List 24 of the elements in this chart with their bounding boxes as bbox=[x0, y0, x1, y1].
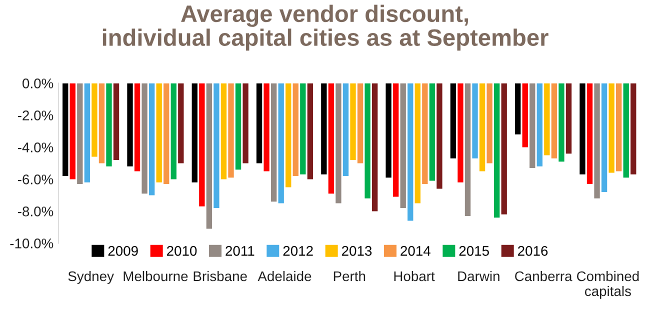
y-tick-label: 0.0% bbox=[22, 78, 54, 88]
x-tick-label: Darwin bbox=[458, 270, 500, 282]
y-tick-label: -10.0% bbox=[10, 238, 54, 248]
y-tick-label: -6.0% bbox=[18, 174, 54, 184]
y-tick-label: -4.0% bbox=[18, 142, 54, 152]
legend-label: 2009 bbox=[108, 246, 138, 256]
x-tick-label: Perth bbox=[334, 270, 366, 282]
legend-label: 2016 bbox=[518, 246, 548, 256]
x-tick-label: Combined capitals bbox=[576, 270, 639, 299]
x-tick-label: Melbourne bbox=[124, 270, 188, 282]
legend-label: 2013 bbox=[342, 246, 372, 256]
y-tick-label: -8.0% bbox=[18, 206, 54, 216]
x-tick-label: Adelaide bbox=[258, 270, 312, 282]
y-tick-label: -2.0% bbox=[18, 110, 54, 120]
legend-label: 2014 bbox=[400, 246, 430, 256]
x-tick-label: Sydney bbox=[68, 270, 114, 284]
chart-title: Average vendor discount, individual capital cities as at September bbox=[102, 4, 548, 51]
x-tick-label: Hobart bbox=[394, 270, 435, 282]
legend-label: 2012 bbox=[283, 246, 313, 256]
legend-label: 2011 bbox=[226, 246, 254, 256]
x-tick-label: Canberra bbox=[515, 270, 572, 282]
legend-label: 2010 bbox=[167, 246, 197, 256]
legend-label: 2015 bbox=[459, 246, 489, 256]
x-tick-label: Brisbane bbox=[194, 270, 247, 282]
